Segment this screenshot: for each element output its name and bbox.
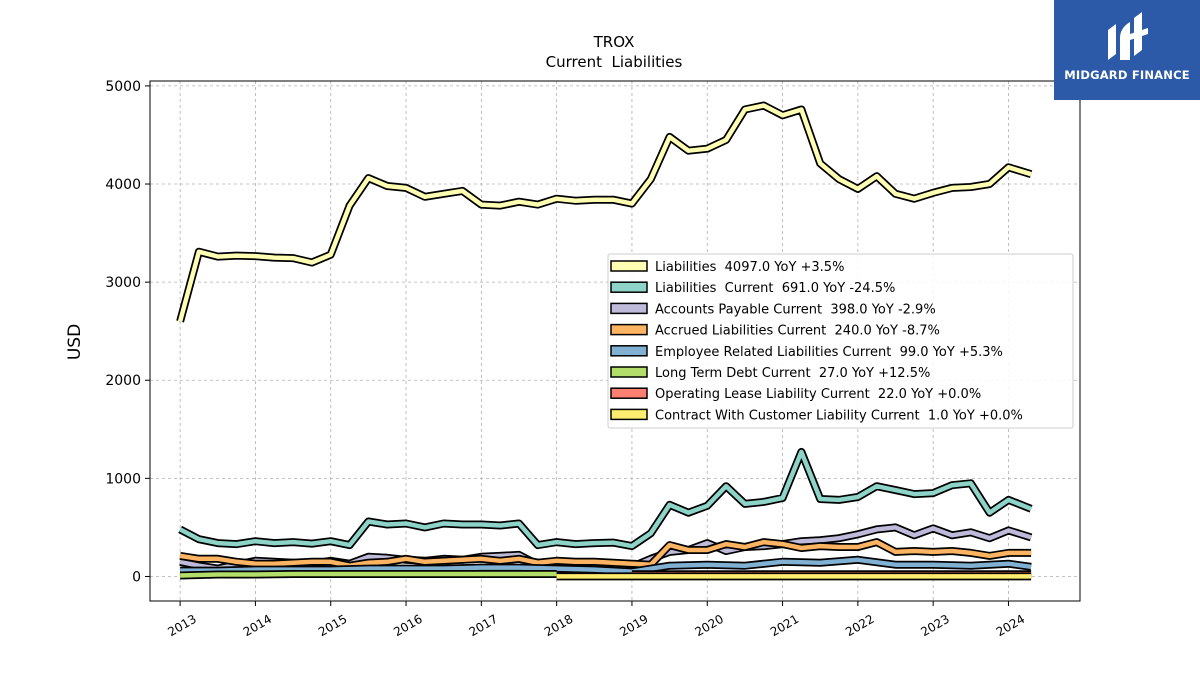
- legend-label: Accounts Payable Current 398.0 YoY -2.9%: [655, 302, 936, 317]
- brand-mark-icon: [1108, 12, 1148, 60]
- x-tick-label: 2022: [843, 612, 876, 639]
- y-tick-label: 4000: [105, 177, 141, 193]
- x-axis: 2013 2014 2015 2016 2017 2018 2019 2020 2021 2022…: [165, 601, 1027, 639]
- legend-label: Liabilities 4097.0 YoY +3.5%: [655, 260, 844, 275]
- y-tick-label: 3000: [105, 275, 141, 291]
- y-axis-label: USD: [65, 324, 85, 360]
- legend-swatch: [610, 323, 648, 336]
- y-tick-label: 5000: [105, 79, 141, 95]
- series-line-stroke: [177, 103, 1032, 322]
- x-tick-label: 2021: [768, 612, 801, 639]
- x-tick-label: 2013: [165, 612, 198, 639]
- series-line: [178, 447, 1033, 551]
- legend-swatch: [610, 302, 648, 315]
- legend-label: Liabilities Current 691.0 YoY -24.5%: [655, 281, 895, 296]
- legend-label: Employee Related Liabilities Current 99.…: [655, 345, 1003, 360]
- y-tick-label: 0: [132, 569, 141, 585]
- x-tick-label: 2023: [918, 612, 951, 639]
- legend-swatch: [610, 387, 648, 399]
- series-line-stroke: [180, 557, 1032, 574]
- y-tick-label: 1000: [105, 471, 141, 487]
- brand-logo: MIDGARD FINANCE: [1054, 0, 1200, 100]
- chart-title: TROX: [593, 33, 635, 51]
- series-layer: [176, 101, 1033, 581]
- legend-swatch: [610, 281, 648, 293]
- plot-frame: [149, 80, 1081, 602]
- legend-label: Operating Lease Liability Current 22.0 Y…: [655, 387, 981, 402]
- legend-swatch: [610, 260, 648, 272]
- x-tick-label: 2017: [467, 612, 500, 639]
- series-line-stroke: [180, 571, 557, 578]
- series-line-stroke: [179, 539, 1032, 568]
- legend-label: Long Term Debt Current 27.0 YoY +12.5%: [655, 366, 930, 381]
- series-line: [180, 555, 1032, 576]
- legend: Liabilities 4097.0 YoY +3.5% Liabilities …: [607, 253, 1074, 429]
- series-line-stroke: [179, 449, 1032, 549]
- legend-label: Contract With Customer Liability Current…: [655, 408, 1023, 423]
- legend-swatch: [610, 366, 648, 378]
- x-tick-label: 2019: [617, 612, 650, 639]
- brand-name: MIDGARD FINANCE: [1064, 68, 1190, 82]
- chart-subtitle: Current Liabilities: [546, 53, 683, 71]
- series-line: [179, 538, 1032, 570]
- y-tick-label: 2000: [105, 373, 141, 389]
- legend-box: [607, 253, 1074, 429]
- x-tick-label: 2020: [693, 612, 726, 639]
- series-line: [179, 570, 557, 580]
- x-tick-label: 2014: [241, 612, 274, 639]
- x-tick-label: 2018: [542, 612, 575, 639]
- legend-swatch: [610, 345, 648, 357]
- y-axis: 0 1000 2000 3000 4000 5000: [105, 79, 150, 585]
- x-tick-label: 2016: [391, 612, 424, 639]
- legend-swatch: [610, 408, 648, 421]
- series-line: [176, 101, 1033, 323]
- x-tick-label: 2024: [994, 612, 1027, 639]
- x-tick-label: 2015: [316, 612, 349, 639]
- legend-label: Accrued Liabilities Current 240.0 YoY -8…: [655, 324, 940, 339]
